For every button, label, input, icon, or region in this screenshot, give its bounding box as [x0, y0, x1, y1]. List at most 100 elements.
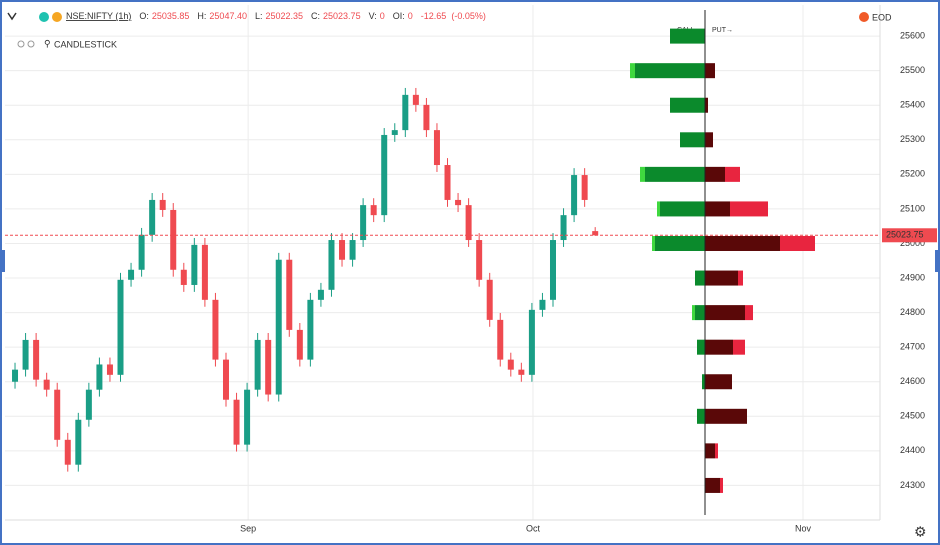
candle-body: [244, 389, 251, 445]
candle-body: [265, 339, 272, 395]
call-oi-bar: [655, 235, 705, 251]
indicator-icon[interactable]: ⚲: [44, 38, 51, 48]
put-oi-bar: [705, 443, 715, 459]
put-oi-bar: [705, 339, 733, 355]
put-oi-change-bar: [725, 166, 740, 182]
candle-body: [33, 339, 40, 380]
candle-body: [117, 279, 124, 375]
settings-dot[interactable]: [27, 40, 35, 48]
candle-body: [518, 369, 525, 375]
candle-body: [360, 205, 367, 241]
y-tick-label: 24700: [900, 342, 925, 352]
header-field: L:: [255, 11, 263, 21]
candle-body: [138, 234, 145, 270]
candle-body: [180, 269, 187, 285]
header-field: 0: [408, 11, 413, 21]
call-oi-bar: [670, 28, 705, 44]
put-oi-bar: [705, 63, 715, 79]
candle-body: [528, 309, 535, 375]
candle-body: [349, 240, 356, 260]
right-handle[interactable]: [935, 250, 940, 272]
last-price-tag: [882, 228, 937, 243]
call-oi-bar: [702, 374, 705, 390]
candle-body: [339, 240, 346, 260]
header-field: V:: [369, 11, 377, 21]
candle-body: [444, 165, 451, 200]
candle-body: [222, 359, 229, 400]
header-field: 25047.40: [209, 11, 247, 21]
candle-body: [370, 205, 377, 216]
candle-body: [233, 399, 240, 445]
candle-body: [423, 104, 430, 131]
candle-body: [539, 299, 546, 310]
x-tick-label: Nov: [795, 523, 812, 533]
settings-dot[interactable]: [17, 40, 25, 48]
candle-body: [191, 244, 198, 285]
call-oi-bar: [670, 97, 705, 113]
collapse-icon[interactable]: [7, 12, 17, 21]
candle-body: [465, 205, 472, 241]
put-oi-bar: [705, 166, 725, 182]
y-tick-label: 24600: [900, 376, 925, 386]
candle-body: [486, 279, 493, 320]
candle-body: [128, 269, 135, 280]
candle-body: [412, 94, 419, 105]
header-field: (-0.05%): [451, 11, 486, 21]
x-tick-label: Oct: [526, 523, 541, 533]
header-field: 25035.85: [152, 11, 190, 21]
candle-body: [497, 319, 504, 360]
candle-body: [22, 339, 29, 370]
candle-body: [296, 329, 303, 360]
call-oi-change-bar: [640, 166, 645, 182]
candle-body: [64, 439, 71, 465]
y-tick-label: 24300: [900, 480, 925, 490]
candle-body: [592, 231, 599, 236]
call-oi-change-bar: [652, 235, 655, 251]
call-oi-bar: [660, 201, 705, 217]
call-oi-change-bar: [657, 201, 660, 217]
put-oi-change-bar: [780, 235, 815, 251]
y-tick-label: 24500: [900, 411, 925, 421]
header-field: NSE:NIFTY (1h): [66, 11, 131, 21]
candle-body: [275, 259, 282, 395]
call-oi-change-bar: [630, 63, 635, 79]
put-oi-bar: [705, 305, 745, 321]
put-oi-bar: [705, 235, 780, 251]
candle-body: [507, 359, 514, 370]
eod-icon: [859, 12, 869, 22]
candle-body: [328, 240, 335, 290]
y-tick-label: 25200: [900, 169, 925, 179]
candle-body: [201, 244, 208, 300]
left-handle[interactable]: [0, 250, 5, 272]
put-oi-change-bar: [730, 201, 768, 217]
candle-body: [307, 299, 314, 360]
y-tick-label: 25400: [900, 100, 925, 110]
y-tick-label: 25500: [900, 65, 925, 75]
candle-body: [75, 419, 82, 465]
y-tick-label: 24800: [900, 307, 925, 317]
candle-body: [402, 94, 409, 131]
header-field: 25023.75: [323, 11, 361, 21]
candle-body: [455, 199, 462, 206]
y-tick-label: 25300: [900, 134, 925, 144]
put-oi-change-bar: [715, 443, 718, 459]
candle-body: [12, 369, 19, 382]
settings-gear[interactable]: ⚙: [914, 524, 927, 540]
y-tick-label: 25000: [900, 238, 925, 248]
candle-body: [170, 209, 177, 270]
candle-body: [159, 199, 166, 210]
y-tick-label: 25100: [900, 203, 925, 213]
candle-body: [149, 199, 156, 235]
chart-style: CANDLESTICK: [54, 39, 117, 49]
x-tick-label: Sep: [240, 523, 256, 533]
put-oi-change-bar: [738, 270, 743, 286]
call-oi-bar: [645, 166, 705, 182]
last-price-label: 25023.75: [886, 230, 924, 240]
header-field: 25022.35: [265, 11, 303, 21]
header-field: OI:: [393, 11, 405, 21]
candle-body: [381, 134, 388, 216]
candle-body: [43, 379, 50, 390]
candle-body: [571, 175, 578, 216]
put-label: PUT→: [712, 27, 733, 34]
